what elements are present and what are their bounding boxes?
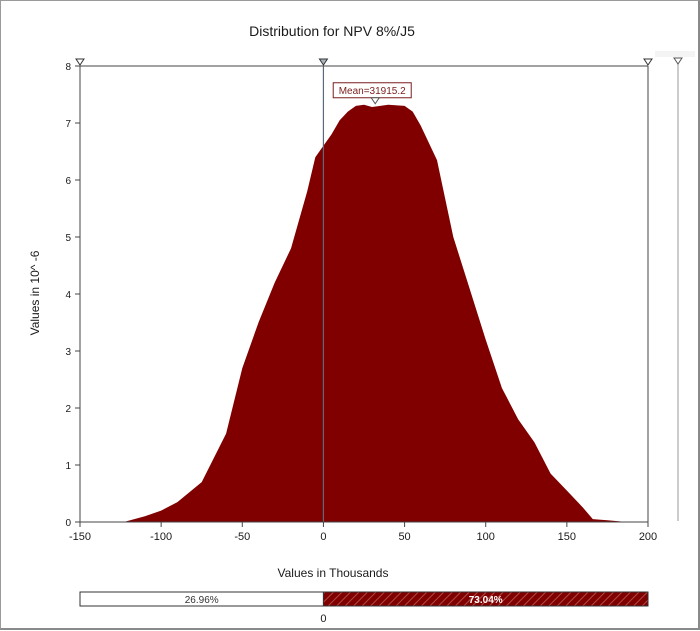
x-tick-label: 100 [477, 531, 495, 543]
y-axis: 0 1 2 3 4 5 6 7 8 [65, 62, 81, 529]
x-axis-label: Values in Thousands [278, 566, 389, 580]
delimiter-marker[interactable] [75, 58, 85, 66]
mean-label: Mean=31915.2 [339, 86, 406, 97]
x-axis: -150 -100 -50 0 50 100 150 200 [69, 521, 657, 543]
y-tick-label: 7 [65, 119, 71, 130]
percentile-split-label: 0 [320, 613, 326, 625]
distribution-area [123, 104, 627, 523]
x-tick-label: 0 [320, 531, 326, 543]
y-tick-label: 3 [65, 347, 71, 358]
x-tick-label: -50 [234, 531, 250, 543]
right-slider-control[interactable] [655, 51, 695, 521]
delimiter-marker[interactable] [318, 58, 329, 66]
y-tick-label: 0 [65, 518, 71, 529]
percentile-bar: 26.96% 73.04% 0 [79, 591, 649, 625]
delimiter-marker[interactable] [643, 58, 653, 66]
y-tick-label: 2 [65, 404, 71, 415]
x-tick-label: 150 [558, 531, 576, 543]
x-tick-label: 50 [398, 531, 410, 543]
right-slider-ghost-label [655, 51, 695, 57]
y-tick-label: 4 [65, 290, 71, 301]
x-tick-label: 200 [639, 531, 657, 543]
y-axis-label: Values in 10^ -6 [28, 250, 42, 335]
y-tick-label: 8 [65, 62, 71, 73]
percentile-left-label: 26.96% [185, 595, 219, 606]
y-tick-label: 1 [65, 461, 71, 472]
percentile-right-label: 73.04% [469, 595, 503, 606]
y-tick-label: 6 [65, 176, 71, 187]
y-tick-label: 5 [65, 233, 71, 244]
x-tick-label: -100 [150, 531, 172, 543]
x-tick-label: -150 [69, 531, 91, 543]
percentile-right-segment [322, 591, 649, 607]
plot-area: Mean=31915.2 [75, 58, 653, 523]
mean-marker [370, 97, 381, 105]
chart-title: Distribution for NPV 8%/J5 [249, 23, 415, 39]
